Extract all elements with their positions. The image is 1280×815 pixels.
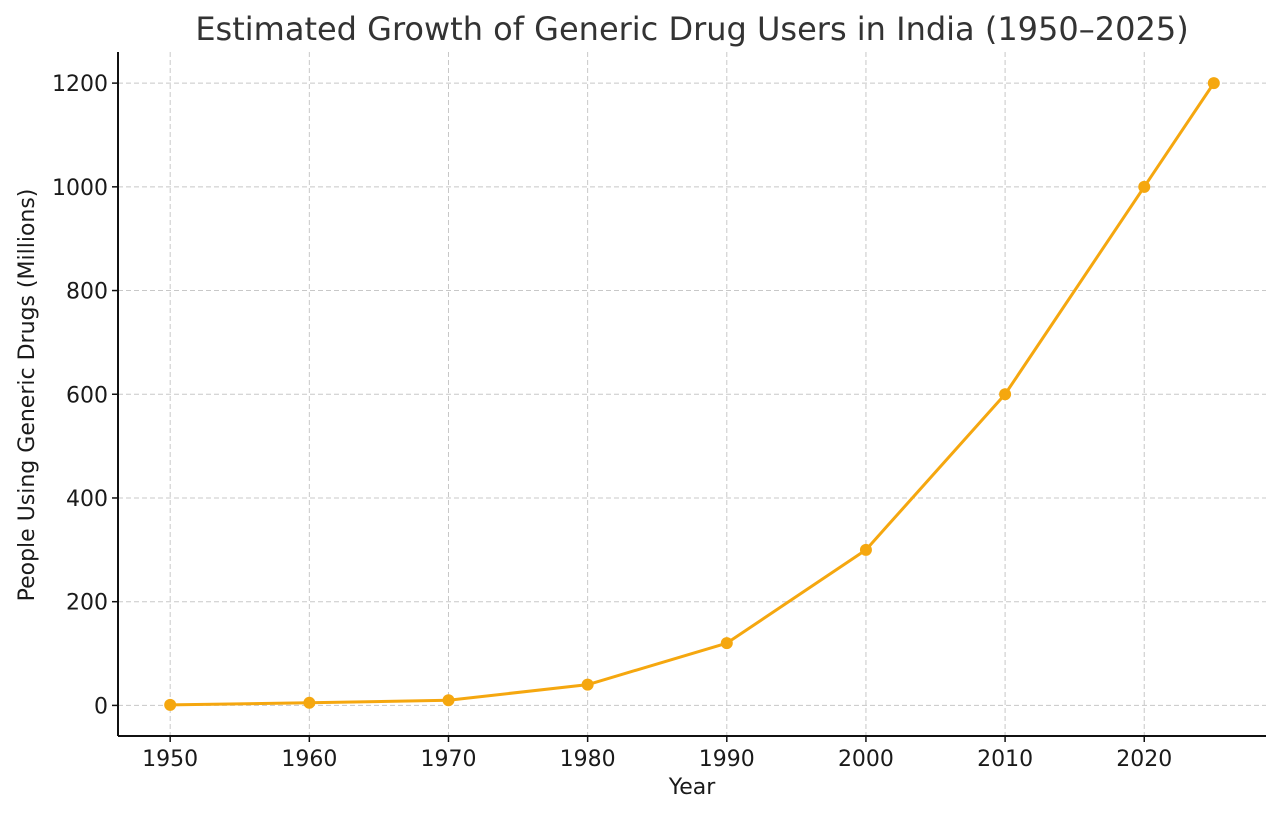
x-tick-label: 1990 [699, 747, 755, 772]
data-point [720, 637, 733, 650]
x-tick-label: 1980 [560, 747, 616, 772]
x-tick-label: 1970 [420, 747, 476, 772]
y-tick-label: 600 [66, 383, 108, 408]
data-point [303, 696, 316, 709]
x-axis-label: Year [668, 775, 717, 800]
data-point [999, 388, 1012, 401]
data-point [1138, 180, 1151, 193]
data-point [164, 698, 177, 711]
tick-labels: 1950 1960 1970 1980 1990 2000 2010 2020 0 200 400 6… [52, 72, 1172, 772]
y-tick-label: 1200 [52, 72, 108, 97]
x-tick-label: 1950 [142, 747, 198, 772]
x-tick-label: 2010 [977, 747, 1033, 772]
series [164, 77, 1220, 711]
x-tick-label: 1960 [281, 747, 337, 772]
y-tick-label: 400 [66, 487, 108, 512]
x-tick-label: 2000 [838, 747, 894, 772]
grid [118, 52, 1266, 736]
data-point [442, 694, 455, 707]
data-point [1207, 77, 1220, 90]
data-point [581, 678, 594, 691]
x-tick-label: 2020 [1116, 747, 1172, 772]
y-tick-label: 200 [66, 591, 108, 616]
y-tick-label: 800 [66, 280, 108, 305]
y-axis-label: People Using Generic Drugs (Millions) [15, 189, 40, 602]
data-point [859, 543, 872, 556]
y-tick-label: 1000 [52, 176, 108, 201]
chart-title: Estimated Growth of Generic Drug Users i… [195, 10, 1188, 48]
y-tick-label: 0 [94, 694, 108, 719]
